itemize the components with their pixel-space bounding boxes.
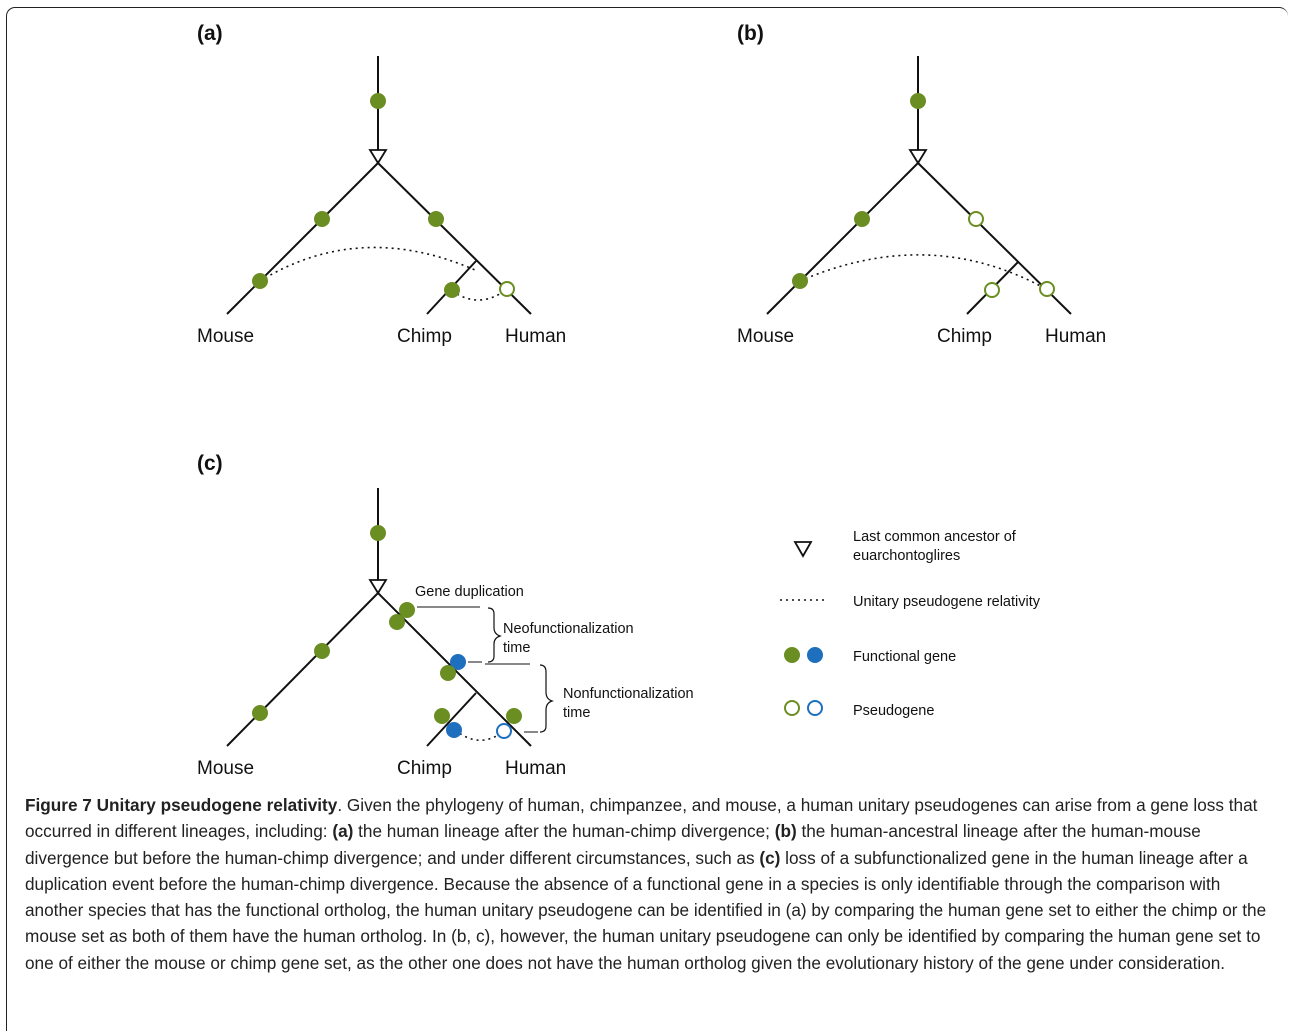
functional-gene-icon bbox=[389, 614, 405, 630]
functional-gene-icon bbox=[854, 211, 870, 227]
panel-c-label: (c) bbox=[197, 452, 223, 475]
mouse-branch bbox=[766, 162, 919, 315]
human-label: Human bbox=[1045, 326, 1106, 347]
neofunctionalization-time-label: time bbox=[503, 640, 530, 656]
functional-gene-icon bbox=[428, 211, 444, 227]
caption-text: the human-ancestral lineage after the hu… bbox=[25, 821, 1201, 868]
legend-relativity-label: Unitary pseudogene relativity bbox=[853, 594, 1041, 610]
relativity-dotted-line bbox=[799, 254, 1047, 290]
functional-gene-icon bbox=[792, 273, 808, 289]
chimp-label: Chimp bbox=[397, 326, 452, 347]
ancestor-triangle-icon bbox=[368, 149, 388, 165]
functional-gene-icon bbox=[440, 665, 456, 681]
legend-functional-label: Functional gene bbox=[853, 649, 956, 665]
functional-gene-icon bbox=[444, 282, 460, 298]
panel-c: (c) Gene duplication Neofunctionalizatio… bbox=[197, 452, 694, 779]
caption-ref-c: (c) bbox=[759, 847, 781, 868]
chimp-label: Chimp bbox=[937, 326, 992, 347]
nonfunctionalization-time-label: time bbox=[563, 705, 590, 721]
caption-text: the human lineage after the human-chimp … bbox=[353, 821, 775, 842]
functional-gene-blue-icon bbox=[807, 647, 823, 663]
mouse-label: Mouse bbox=[737, 326, 794, 347]
pseudogene-blue-icon bbox=[807, 700, 823, 716]
caption-title: Figure 7 Unitary pseudogene relativity bbox=[25, 795, 338, 815]
mouse-label: Mouse bbox=[197, 326, 254, 347]
neofunctionalization-brace bbox=[487, 607, 502, 663]
functional-gene-icon bbox=[399, 602, 415, 618]
pseudogene-icon bbox=[784, 700, 800, 716]
caption-text: . Given the phylogeny of human, chimpanz… bbox=[25, 795, 1258, 842]
chimp-branch bbox=[426, 692, 477, 747]
legend-pseudogene-label: Pseudogene bbox=[853, 703, 934, 719]
figure-frame bbox=[6, 7, 1288, 1031]
ancestor-triangle-icon bbox=[908, 149, 928, 165]
mouse-branch bbox=[226, 162, 379, 315]
figure-diagram: (a) Mouse Chimp Human (b) bbox=[197, 22, 1106, 779]
figure-caption: Figure 7 Unitary pseudogene relativity. … bbox=[25, 792, 1277, 976]
pseudogene-icon bbox=[1039, 281, 1055, 297]
nonfunctionalization-brace bbox=[539, 664, 554, 733]
caption-ref-b: (b) bbox=[774, 821, 797, 842]
functional-gene-icon bbox=[784, 647, 800, 663]
functional-gene-icon bbox=[314, 643, 330, 659]
caption-text: loss of a subfunctionalized gene in the … bbox=[25, 847, 1267, 973]
pseudogene-icon bbox=[499, 281, 515, 297]
functional-gene-blue-icon bbox=[446, 722, 462, 738]
neofunctionalization-label: Neofunctionalization bbox=[503, 621, 634, 637]
chimp-label: Chimp bbox=[397, 758, 452, 779]
functional-gene-icon bbox=[314, 211, 330, 227]
ancestor-triangle-icon bbox=[793, 541, 813, 558]
legend-ancestor-label: Last common ancestor of bbox=[853, 529, 1017, 545]
functional-gene-blue-icon bbox=[450, 654, 466, 670]
functional-gene-icon bbox=[506, 708, 522, 724]
pseudogene-blue-icon bbox=[496, 723, 512, 739]
functional-gene-icon bbox=[434, 708, 450, 724]
human-label: Human bbox=[505, 758, 566, 779]
ancestor-triangle-icon bbox=[368, 579, 388, 595]
legend: Last common ancestor of euarchontoglires… bbox=[780, 529, 1041, 719]
functional-gene-icon bbox=[370, 525, 386, 541]
gene-duplication-label: Gene duplication bbox=[415, 584, 524, 600]
mouse-branch bbox=[226, 592, 379, 747]
legend-ancestor-label-2: euarchontoglires bbox=[853, 548, 960, 564]
nonfunctionalization-label: Nonfunctionalization bbox=[563, 686, 694, 702]
panel-a: (a) Mouse Chimp Human bbox=[197, 22, 566, 347]
pseudogene-icon bbox=[984, 282, 1000, 298]
panel-a-label: (a) bbox=[197, 22, 223, 45]
human-label: Human bbox=[505, 326, 566, 347]
panel-b-label: (b) bbox=[737, 22, 764, 45]
mouse-label: Mouse bbox=[197, 758, 254, 779]
functional-gene-icon bbox=[252, 705, 268, 721]
panel-b: (b) Mouse Chimp Human bbox=[737, 22, 1106, 347]
functional-gene-icon bbox=[370, 93, 386, 109]
relativity-dotted-line bbox=[259, 246, 476, 282]
functional-gene-icon bbox=[910, 93, 926, 109]
functional-gene-icon bbox=[252, 273, 268, 289]
caption-ref-a: (a) bbox=[332, 821, 354, 842]
relativity-dotted-line bbox=[451, 288, 508, 301]
pseudogene-icon bbox=[968, 211, 984, 227]
